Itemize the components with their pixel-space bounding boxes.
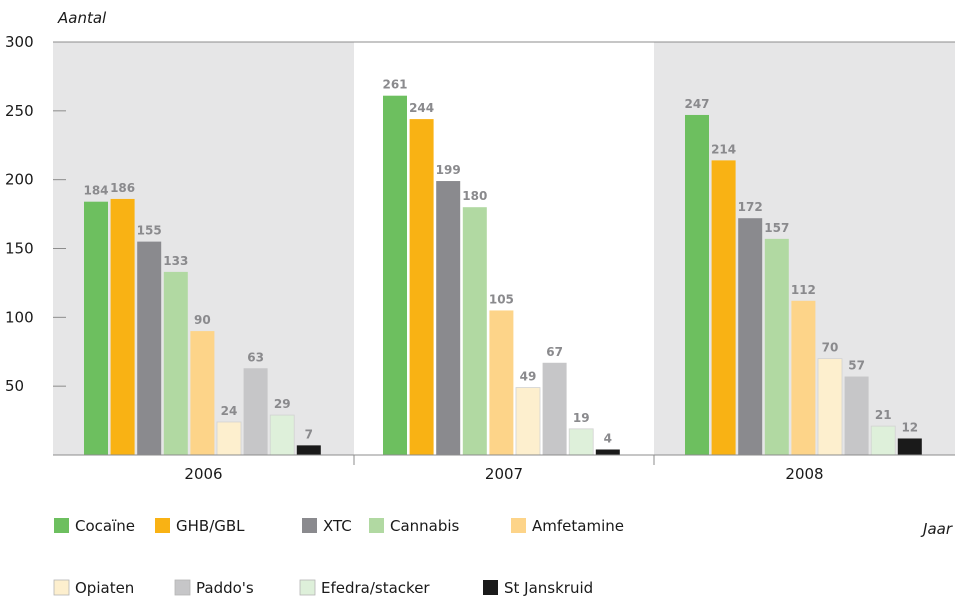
bar-2006-7: [269, 414, 295, 456]
bar-2006-3: [163, 271, 188, 455]
bar-2006-8: [296, 445, 321, 455]
data-label-2006-0: 184: [83, 184, 108, 198]
bar-2007-4: [489, 310, 514, 455]
y-tick-label-300: 300: [5, 33, 34, 51]
data-label-2008-0: 247: [684, 97, 709, 111]
legend-label-0: Cocaïne: [75, 517, 135, 535]
bar-2008-0: [685, 114, 709, 456]
data-label-2006-6: 63: [247, 350, 264, 364]
x-tick-label-2006: 2006: [184, 465, 222, 483]
y-tick-label-100: 100: [5, 308, 34, 326]
bar-2006-5: [216, 421, 242, 456]
bar-2008-5: [817, 358, 843, 456]
bar-2007-7: [568, 428, 594, 456]
legend-label-2: XTC: [323, 517, 352, 535]
data-label-2007-8: 4: [604, 431, 612, 445]
data-label-2007-0: 261: [382, 78, 407, 92]
y-tick-label-50: 50: [5, 377, 24, 395]
data-label-2007-5: 49: [520, 370, 537, 384]
bar-2007-1: [409, 119, 434, 456]
bar-2008-1: [711, 160, 736, 456]
data-label-2008-4: 112: [791, 283, 816, 297]
legend-label-3: Cannabis: [390, 517, 460, 535]
legend-label-4: Amfetamine: [532, 517, 624, 535]
legend-label-7: Efedra/stacker: [321, 579, 430, 597]
bar-2007-0: [383, 95, 407, 455]
bar-2006-2: [137, 241, 162, 455]
data-label-2008-6: 57: [848, 359, 865, 373]
y-tick-label-250: 250: [5, 102, 34, 120]
bar-2008-3: [764, 238, 789, 455]
bar-2007-2: [436, 181, 461, 455]
bar-2006-0: [84, 201, 108, 455]
legend-swatch-8: [483, 580, 498, 595]
y-tick-label-150: 150: [5, 240, 34, 258]
data-label-2006-7: 29: [274, 397, 291, 411]
legend-swatch-3: [369, 518, 384, 533]
data-label-2008-5: 70: [822, 341, 839, 355]
bar-2008-8: [897, 438, 922, 455]
data-label-2007-7: 19: [573, 411, 590, 425]
bar-2007-8: [595, 449, 620, 455]
bar-2007-5: [515, 387, 541, 456]
y-tick-label-200: 200: [5, 171, 34, 189]
bar-2008-6: [844, 376, 869, 455]
data-label-2008-8: 12: [901, 420, 918, 434]
data-label-2008-1: 214: [711, 142, 736, 156]
bar-2008-2: [738, 218, 763, 455]
legend-swatch-6: [174, 579, 191, 596]
legend-swatch-2: [302, 518, 317, 533]
data-label-2008-7: 21: [875, 408, 892, 422]
data-label-2007-2: 199: [436, 163, 461, 177]
bar-2007-3: [462, 207, 487, 455]
x-tick-label-2007: 2007: [485, 465, 523, 483]
bar-2006-6: [243, 368, 268, 455]
y-axis-title: Aantal: [57, 9, 107, 27]
legend-label-5: Opiaten: [75, 579, 134, 597]
bar-2006-4: [190, 331, 215, 455]
bar-2006-1: [110, 198, 135, 455]
data-label-2007-3: 180: [462, 189, 487, 203]
legend-swatch-4: [511, 518, 526, 533]
data-label-2006-4: 90: [194, 313, 211, 327]
data-label-2006-5: 24: [221, 404, 238, 418]
bar-2008-4: [791, 300, 816, 455]
legend-swatch-5: [53, 579, 70, 596]
data-label-2006-8: 7: [305, 427, 313, 441]
bar-2008-7: [870, 425, 896, 456]
legend-swatch-1: [155, 518, 170, 533]
x-tick-label-2008: 2008: [785, 465, 823, 483]
data-label-2008-2: 172: [738, 200, 763, 214]
bar-2007-6: [542, 362, 567, 455]
legend-label-1: GHB/GBL: [176, 517, 245, 535]
data-label-2007-6: 67: [546, 345, 563, 359]
legend-label-8: St Janskruid: [504, 579, 593, 597]
legend-label-6: Paddo's: [196, 579, 254, 597]
legend-swatch-7: [299, 579, 316, 596]
data-label-2008-3: 157: [764, 221, 789, 235]
legend-swatch-0: [54, 518, 69, 533]
data-label-2006-2: 155: [137, 224, 162, 238]
data-label-2006-3: 133: [163, 254, 188, 268]
data-label-2006-1: 186: [110, 181, 135, 195]
data-label-2007-1: 244: [409, 101, 434, 115]
x-axis-title: Jaar: [920, 520, 953, 538]
data-label-2007-4: 105: [489, 292, 514, 306]
